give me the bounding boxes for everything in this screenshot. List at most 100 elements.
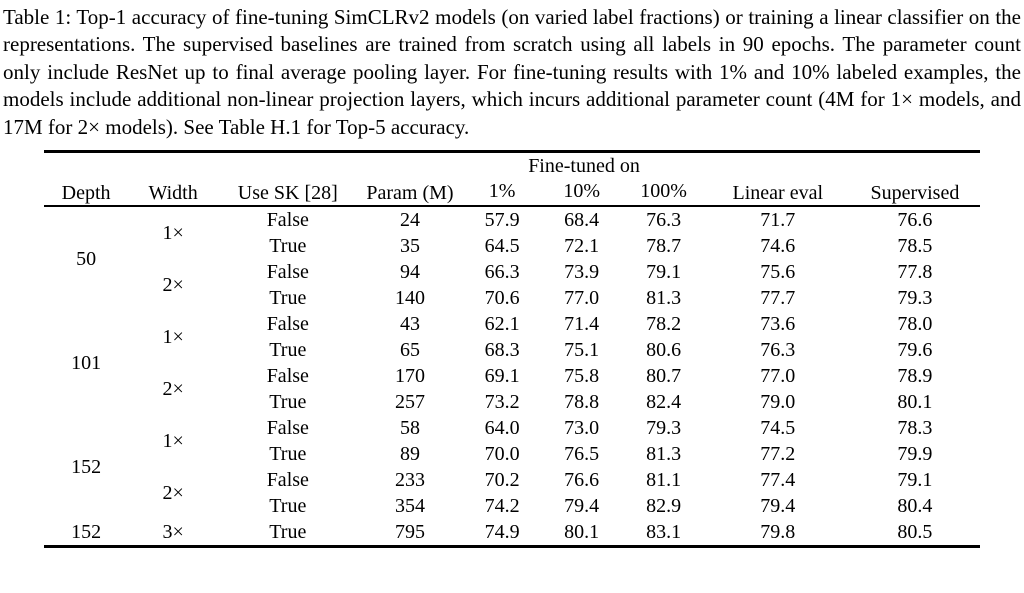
- cell-depth: 50: [76, 248, 97, 271]
- cell-ft1: 74.2: [484, 495, 520, 518]
- table-row: 2× False 233 70.2 76.6 81.1 77.4 79.1: [44, 467, 980, 504]
- cell-width: 2×: [162, 274, 184, 297]
- cell-param: 43: [399, 313, 420, 336]
- cell-supervised: 79.3: [897, 287, 933, 310]
- cell-supervised: 79.6: [897, 339, 933, 362]
- cell-param: 354: [394, 495, 425, 518]
- results-table: Depth Width Use SK [28] Param (M) Fine-t…: [44, 150, 980, 549]
- cell-ft10: 73.0: [564, 417, 600, 440]
- cell-param: 24: [399, 209, 420, 232]
- cell-depth: 101: [71, 352, 102, 375]
- cell-linear-eval: 76.3: [760, 339, 796, 362]
- header-pct10: 10%: [563, 180, 601, 203]
- cell-linear-eval: 74.6: [760, 235, 796, 258]
- cell-linear-eval: 77.0: [760, 365, 796, 388]
- cell-depth: 152: [71, 456, 102, 479]
- cell-param: 233: [394, 469, 425, 492]
- cell-linear-eval: 77.7: [760, 287, 796, 310]
- table-row: 152 3× True 795 74.9 80.1 83.1 79.8 80.5: [44, 519, 980, 547]
- cell-use-sk: True: [269, 391, 307, 414]
- cell-ft100: 78.2: [646, 313, 682, 336]
- cell-width: 1×: [162, 222, 184, 245]
- cell-use-sk: True: [269, 235, 307, 258]
- cell-ft1: 64.5: [484, 235, 520, 258]
- cell-width: 1×: [162, 430, 184, 453]
- cell-ft1: 74.9: [484, 521, 520, 544]
- cell-ft10: 79.4: [564, 495, 600, 518]
- cell-ft100: 81.1: [646, 469, 682, 492]
- cell-ft1: 64.0: [484, 417, 520, 440]
- cell-supervised: 78.0: [897, 313, 933, 336]
- cell-use-sk: True: [269, 495, 307, 518]
- cell-use-sk: True: [269, 521, 307, 544]
- cell-ft1: 62.1: [484, 313, 520, 336]
- header-pct1: 1%: [488, 180, 516, 203]
- cell-supervised: 79.1: [897, 469, 933, 492]
- cell-supervised: 78.5: [897, 235, 933, 258]
- cell-linear-eval: 77.2: [760, 443, 796, 466]
- table-row: 152 1× False 58 64.0 73.0 79.3 74.5 78.3: [44, 415, 980, 478]
- cell-use-sk: True: [269, 443, 307, 466]
- cell-param: 65: [399, 339, 420, 362]
- cell-ft100: 80.7: [646, 365, 682, 388]
- cell-param: 94: [399, 261, 420, 284]
- cell-linear-eval: 74.5: [760, 417, 796, 440]
- cell-use-sk: False: [266, 261, 309, 284]
- cell-ft100: 78.7: [646, 235, 682, 258]
- cell-param: 257: [394, 391, 425, 414]
- cell-ft10: 68.4: [564, 209, 600, 232]
- table-row: True 89 70.0 76.5 81.3 77.2 79.9: [44, 441, 980, 467]
- cell-param: 89: [399, 443, 420, 466]
- table-row: True 257 73.2 78.8 82.4 79.0 80.1: [44, 389, 980, 415]
- table-row: 101 1× False 43 62.1 71.4 78.2 73.6 78.0: [44, 311, 980, 374]
- cell-param: 58: [399, 417, 420, 440]
- cell-supervised: 79.9: [897, 443, 933, 466]
- cell-ft100: 79.3: [646, 417, 682, 440]
- cell-param: 140: [394, 287, 425, 310]
- header-width: Width: [148, 182, 198, 205]
- table-row: 2× False 94 66.3 73.9 79.1 75.6 77.8: [44, 259, 980, 296]
- cell-ft10: 80.1: [564, 521, 600, 544]
- table-row: True 65 68.3 75.1 80.6 76.3 79.6: [44, 337, 980, 363]
- header-row-top: Depth Width Use SK [28] Param (M) Fine-t…: [44, 152, 980, 204]
- table-row: True 140 70.6 77.0 81.3 77.7 79.3: [44, 285, 980, 311]
- header-pct100: 100%: [640, 180, 687, 203]
- cell-ft1: 70.2: [484, 469, 520, 492]
- cell-param: 795: [394, 521, 425, 544]
- cell-ft100: 76.3: [646, 209, 682, 232]
- table-header: Depth Width Use SK [28] Param (M) Fine-t…: [44, 152, 980, 207]
- header-row-sub: 1% 10% 100%: [44, 178, 980, 206]
- results-table-container: Depth Width Use SK [28] Param (M) Fine-t…: [44, 150, 980, 549]
- cell-use-sk: False: [266, 313, 309, 336]
- cell-use-sk: False: [266, 469, 309, 492]
- header-depth: Depth: [61, 182, 111, 205]
- cell-use-sk: True: [269, 287, 307, 310]
- table-row: 50 1× False 24 57.9 68.4 76.3 71.7 76.6: [44, 206, 980, 270]
- cell-ft1: 73.2: [484, 391, 520, 414]
- table-row: True 354 74.2 79.4 82.9 79.4 80.4: [44, 493, 980, 519]
- cell-use-sk: False: [266, 365, 309, 388]
- cell-width: 1×: [162, 326, 184, 349]
- cell-width: 2×: [162, 482, 184, 505]
- cell-ft10: 76.5: [564, 443, 600, 466]
- cell-use-sk: True: [269, 339, 307, 362]
- table-body: 50 1× False 24 57.9 68.4 76.3 71.7 76.6 …: [44, 206, 980, 547]
- cell-ft100: 81.3: [646, 287, 682, 310]
- header-param: Param (M): [366, 182, 454, 205]
- cell-linear-eval: 73.6: [760, 313, 796, 336]
- cell-ft10: 73.9: [564, 261, 600, 284]
- cell-ft1: 70.0: [484, 443, 520, 466]
- cell-ft100: 81.3: [646, 443, 682, 466]
- cell-ft100: 83.1: [646, 521, 682, 544]
- cell-linear-eval: 75.6: [760, 261, 796, 284]
- cell-ft1: 57.9: [484, 209, 520, 232]
- header-supervised: Supervised: [870, 182, 960, 205]
- table-row: True 35 64.5 72.1 78.7 74.6 78.5: [44, 233, 980, 259]
- cell-supervised: 80.1: [897, 391, 933, 414]
- cell-ft100: 79.1: [646, 261, 682, 284]
- header-linear-eval: Linear eval: [732, 182, 824, 205]
- cell-depth: 152: [71, 521, 102, 544]
- cell-use-sk: False: [266, 417, 309, 440]
- header-fine-tuned-on: Fine-tuned on: [528, 155, 640, 178]
- cell-linear-eval: 79.0: [760, 391, 796, 414]
